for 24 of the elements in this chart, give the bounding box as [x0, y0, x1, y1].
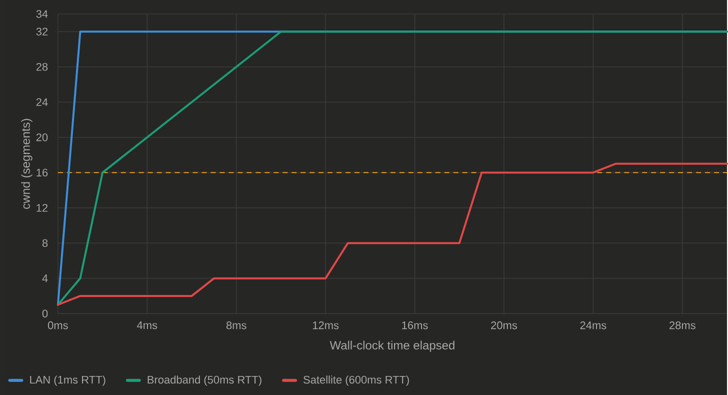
x-tick-label: 24ms	[580, 321, 606, 329]
y-tick-label: 28	[36, 62, 48, 71]
legend-label: Satellite (600ms RTT)	[304, 375, 409, 386]
x-tick-label: 12ms	[312, 321, 339, 329]
y-tick-label: 8	[42, 238, 48, 247]
y-tick-label: 12	[36, 204, 48, 212]
y-tick-label: 34	[36, 10, 48, 18]
x-tick-label: 8ms	[226, 321, 246, 329]
x-tick-label: 4ms	[137, 321, 158, 329]
y-tick-label: 0	[42, 309, 48, 318]
y-tick-label: 16	[36, 168, 48, 176]
y-tick-label: 4	[42, 274, 48, 282]
y-axis-title: cwnd (segments)	[21, 118, 32, 209]
legend-label: LAN (1ms RTT)	[30, 375, 106, 386]
x-tick-label: 20ms	[491, 321, 518, 329]
y-tick-label: 24	[36, 98, 48, 106]
x-tick-label: 16ms	[402, 321, 428, 329]
legend-label: Broadband (50ms RTT)	[148, 375, 262, 386]
x-axis-title: Wall-clock time elapsed	[330, 340, 454, 352]
x-tick-label: 0ms	[48, 321, 68, 329]
line-series	[56, 162, 728, 306]
y-tick-label: 20	[36, 133, 48, 142]
x-tick-label: 28ms	[670, 321, 696, 329]
y-tick-label: 32	[36, 28, 48, 36]
